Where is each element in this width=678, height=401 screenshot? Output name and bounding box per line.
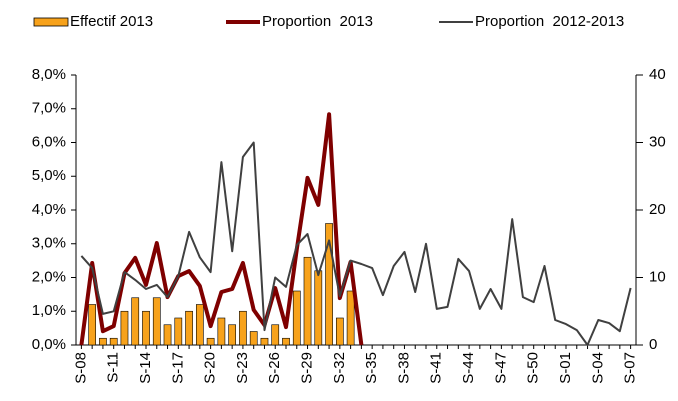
bar	[249, 331, 258, 346]
x-tick-label: S-35	[363, 352, 380, 384]
y2-tick-label: 0	[649, 336, 657, 353]
y-tick-label: 8,0%	[32, 66, 66, 83]
bar	[185, 310, 193, 346]
bar	[195, 304, 204, 346]
legend-label: Proportion 2012-2013	[475, 13, 624, 30]
y-tick-label: 5,0%	[32, 167, 66, 184]
bar	[217, 317, 226, 346]
y2-tick-label: 20	[649, 201, 666, 218]
legend-swatch	[33, 17, 69, 27]
x-tick-label: S-32	[331, 352, 348, 384]
y-tick-label: 4,0%	[32, 201, 66, 218]
x-tick-label: S-26	[266, 352, 283, 384]
bar	[120, 310, 129, 346]
x-tick-label: S-38	[395, 352, 412, 384]
x-tick-label: S-47	[492, 352, 509, 384]
line	[79, 112, 364, 346]
bar	[314, 270, 323, 346]
legend-label: Proportion 2013	[262, 13, 373, 30]
y-tick-label: 6,0%	[32, 133, 66, 150]
bar	[152, 297, 161, 346]
y-tick-label: 7,0%	[32, 100, 66, 117]
x-tick-label: S-08	[72, 352, 89, 384]
x-tick-label: S-04	[589, 352, 606, 384]
y-tick-label: 2,0%	[32, 268, 66, 285]
bar	[228, 324, 237, 346]
y-tick-label: 1,0%	[32, 302, 66, 319]
bar	[303, 256, 312, 346]
bar	[271, 324, 280, 346]
x-tick-label: S-23	[234, 352, 251, 384]
bar	[174, 317, 183, 346]
legend-label: Effectif 2013	[70, 13, 153, 30]
bar	[239, 310, 247, 346]
x-tick-label: S-20	[202, 352, 219, 384]
x-tick-label: S-41	[428, 352, 445, 384]
x-tick-label: S-07	[622, 352, 639, 384]
y2-tick-label: 30	[649, 133, 666, 150]
bar	[131, 297, 140, 346]
bar	[142, 310, 150, 346]
bar	[88, 304, 97, 346]
x-tick-label: S-11	[105, 352, 122, 383]
bar	[163, 324, 172, 346]
x-tick-label: S-44	[460, 352, 477, 384]
y-tick-label: 3,0%	[32, 235, 66, 252]
bar	[206, 337, 215, 346]
bar	[346, 290, 355, 346]
line	[80, 141, 632, 346]
bar	[335, 317, 344, 346]
x-tick-label: S-14	[137, 352, 154, 384]
x-tick-label: S-01	[557, 352, 574, 384]
bar	[282, 337, 290, 346]
x-tick-label: S-29	[299, 352, 316, 384]
x-tick-label: S-17	[169, 352, 186, 384]
bar	[292, 290, 301, 346]
bar	[325, 223, 333, 346]
y2-tick-label: 40	[649, 66, 666, 83]
bar	[99, 337, 107, 346]
y-tick-label: 0,0%	[32, 336, 66, 353]
x-tick-label: S-50	[525, 352, 542, 384]
bar	[109, 337, 118, 346]
y2-tick-label: 10	[649, 268, 666, 285]
bar	[260, 337, 269, 346]
